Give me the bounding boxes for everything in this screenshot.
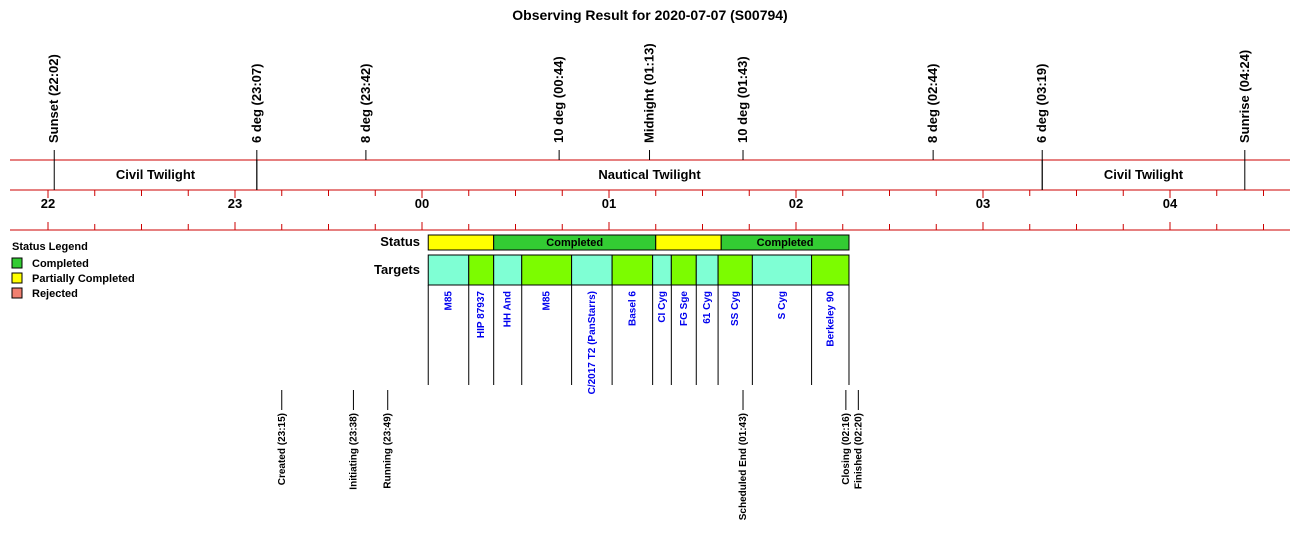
target-name-link[interactable]: 61 Cyg bbox=[702, 291, 713, 324]
event-marker-label: Running (23:49) bbox=[383, 413, 394, 489]
legend-item-label: Rejected bbox=[32, 288, 78, 300]
event-marker-label: Created (23:15) bbox=[277, 413, 288, 485]
status-segment-label: Completed bbox=[546, 237, 603, 249]
twilight-band-label: Civil Twilight bbox=[116, 167, 196, 182]
legend-title: Status Legend bbox=[12, 241, 88, 253]
sun-marker-label: 10 deg (00:44) bbox=[551, 56, 566, 143]
hour-tick-label: 02 bbox=[789, 196, 803, 211]
target-name-link[interactable]: CI Cyg bbox=[657, 291, 668, 323]
sun-marker-label: 8 deg (02:44) bbox=[925, 64, 940, 143]
target-block[interactable] bbox=[695, 254, 719, 286]
legend-swatch bbox=[11, 272, 23, 284]
sun-marker-label: Midnight (01:13) bbox=[642, 43, 657, 143]
status-segment bbox=[720, 234, 850, 251]
target-block[interactable] bbox=[427, 254, 470, 286]
legend-item-label: Partially Completed bbox=[32, 273, 135, 285]
hour-tick-label: 01 bbox=[602, 196, 616, 211]
status-segment-label: Completed bbox=[757, 237, 814, 249]
target-block[interactable] bbox=[611, 254, 654, 286]
target-block[interactable] bbox=[521, 254, 573, 286]
target-block[interactable] bbox=[751, 254, 813, 286]
target-name-link[interactable]: SS Cyg bbox=[730, 291, 741, 326]
target-block[interactable] bbox=[670, 254, 697, 286]
target-block[interactable] bbox=[811, 254, 850, 286]
hour-tick-label: 04 bbox=[1163, 196, 1178, 211]
target-name-link[interactable]: Basel 6 bbox=[627, 291, 638, 326]
event-marker-label: Finished (02:20) bbox=[853, 413, 864, 489]
status-segment bbox=[427, 234, 495, 251]
target-name-link[interactable]: S Cyg bbox=[777, 291, 788, 319]
target-name-link[interactable]: M85 bbox=[443, 291, 454, 311]
legend-swatch bbox=[11, 257, 23, 269]
sun-marker-label: 10 deg (01:43) bbox=[735, 56, 750, 143]
target-block[interactable] bbox=[468, 254, 495, 286]
target-name-link[interactable]: C/2017 T2 (PanStarrs) bbox=[587, 291, 598, 394]
status-segment bbox=[655, 234, 722, 251]
event-marker-label: Scheduled End (01:43) bbox=[738, 413, 749, 520]
chart-title: Observing Result for 2020-07-07 (S00794) bbox=[512, 7, 787, 23]
twilight-band-label: Civil Twilight bbox=[1104, 167, 1184, 182]
target-name-link[interactable]: HH And bbox=[503, 291, 514, 327]
legend-item-label: Completed bbox=[32, 258, 89, 270]
target-name-link[interactable]: M85 bbox=[542, 291, 553, 311]
target-block[interactable] bbox=[493, 254, 523, 286]
target-block[interactable] bbox=[571, 254, 613, 286]
target-block[interactable] bbox=[717, 254, 753, 286]
sun-marker-label: 6 deg (23:07) bbox=[249, 64, 264, 143]
sun-marker-label: Sunset (22:02) bbox=[46, 54, 61, 143]
target-name-link[interactable]: Berkeley 90 bbox=[825, 291, 836, 347]
hour-tick-label: 03 bbox=[976, 196, 990, 211]
target-name-link[interactable]: HIP 87937 bbox=[476, 291, 487, 339]
sun-marker-label: 6 deg (03:19) bbox=[1034, 64, 1049, 143]
hour-tick-label: 22 bbox=[41, 196, 55, 211]
sun-marker-label: Sunrise (04:24) bbox=[1237, 50, 1252, 143]
hour-tick-label: 00 bbox=[415, 196, 429, 211]
targets-row-label: Targets bbox=[374, 262, 420, 277]
target-block[interactable] bbox=[652, 254, 672, 286]
hour-tick-label: 23 bbox=[228, 196, 242, 211]
event-marker-label: Initiating (23:38) bbox=[348, 413, 359, 490]
event-marker-label: Closing (02:16) bbox=[841, 413, 852, 485]
legend-swatch bbox=[11, 287, 23, 299]
twilight-band-label: Nautical Twilight bbox=[598, 167, 701, 182]
status-row-label: Status bbox=[380, 234, 420, 249]
target-name-link[interactable]: FG Sge bbox=[679, 291, 690, 326]
sun-marker-label: 8 deg (23:42) bbox=[358, 64, 373, 143]
